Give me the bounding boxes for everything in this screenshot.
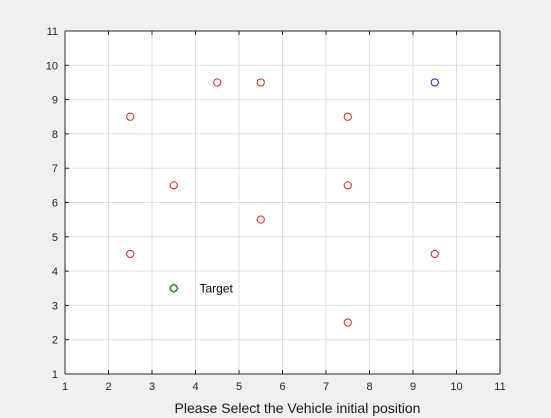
data-point-s1-0 <box>430 78 439 87</box>
x-tick-label-9: 10 <box>450 381 462 393</box>
annotation-label-0: Target <box>200 281 234 295</box>
y-tick-label-7: 8 <box>52 129 58 141</box>
y-tick-label-6: 7 <box>52 163 58 175</box>
grid-lines <box>65 31 500 374</box>
data-point-s0-1 <box>256 78 265 87</box>
data-point-s0-5 <box>343 181 352 190</box>
data-point-s0-6 <box>256 215 265 224</box>
x-tick-label-2: 3 <box>149 381 155 393</box>
data-point-s0-2 <box>126 112 135 121</box>
data-point-s0-0 <box>213 78 222 87</box>
y-tick-label-2: 3 <box>52 300 58 312</box>
y-tick-label-10: 11 <box>47 26 58 38</box>
x-tick-label-4: 5 <box>236 381 242 393</box>
x-axis-title: Please Select the Vehicle initial positi… <box>175 400 421 416</box>
x-axis-ticks: 1 2 3 4 5 6 7 8 9 10 11 <box>62 31 506 393</box>
y-tick-label-4: 5 <box>52 232 58 244</box>
data-point-s0-8 <box>430 249 439 259</box>
x-tick-label-1: 2 <box>105 381 111 393</box>
data-point-s0-9 <box>343 318 352 327</box>
x-tick-label-10: 11 <box>494 381 505 393</box>
y-axis-ticks: 1 2 3 4 5 6 7 8 9 10 11 <box>46 26 500 381</box>
data-point-s0-7 <box>126 249 135 259</box>
x-tick-label-3: 4 <box>192 381 198 393</box>
y-tick-label-0: 1 <box>52 369 58 381</box>
y-tick-label-8: 9 <box>52 95 58 107</box>
y-tick-label-9: 10 <box>46 60 58 72</box>
y-tick-label-3: 4 <box>52 266 58 278</box>
x-tick-label-5: 6 <box>279 381 285 393</box>
data-point-s0-3 <box>343 112 352 121</box>
data-points <box>126 78 439 327</box>
x-tick-label-0: 1 <box>62 381 68 393</box>
x-tick-label-7: 8 <box>366 381 372 393</box>
annotations: Target <box>200 281 234 295</box>
x-tick-label-6: 7 <box>323 381 329 393</box>
data-point-s0-4 <box>169 181 178 190</box>
target-marker-diamond <box>168 283 179 294</box>
y-tick-label-5: 6 <box>52 198 58 210</box>
y-tick-label-1: 2 <box>52 335 58 347</box>
x-tick-label-8: 9 <box>410 381 416 393</box>
target-marker <box>168 283 179 294</box>
